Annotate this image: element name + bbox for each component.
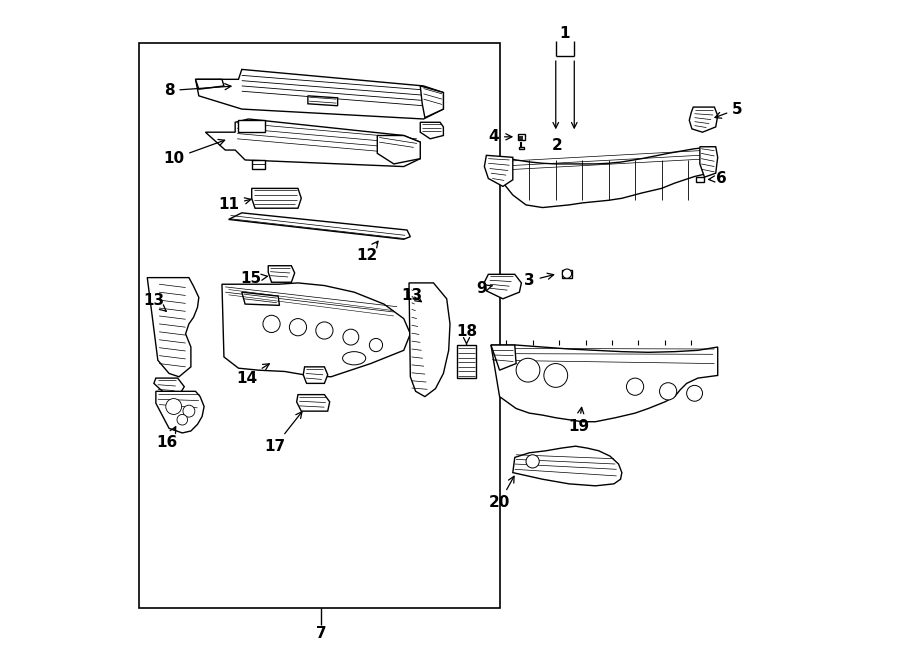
Circle shape [183, 405, 195, 417]
Circle shape [290, 319, 307, 336]
Text: 19: 19 [568, 407, 590, 434]
Text: 16: 16 [157, 427, 177, 450]
Polygon shape [195, 69, 444, 119]
Polygon shape [484, 274, 521, 299]
Polygon shape [456, 345, 476, 378]
Polygon shape [377, 136, 420, 164]
Circle shape [263, 315, 280, 332]
Polygon shape [689, 107, 717, 132]
Circle shape [626, 378, 644, 395]
Bar [140, 43, 500, 608]
Text: 3: 3 [524, 273, 554, 288]
Polygon shape [242, 292, 280, 305]
Polygon shape [252, 160, 265, 169]
Text: 5: 5 [715, 102, 742, 118]
Polygon shape [303, 367, 328, 383]
Polygon shape [696, 177, 704, 182]
Circle shape [687, 385, 703, 401]
Text: 10: 10 [163, 139, 225, 166]
Polygon shape [148, 278, 199, 377]
Text: 12: 12 [356, 241, 378, 263]
Polygon shape [238, 120, 265, 132]
Polygon shape [297, 395, 329, 411]
Polygon shape [513, 446, 622, 486]
Polygon shape [484, 155, 513, 186]
Polygon shape [156, 391, 204, 433]
Polygon shape [229, 213, 410, 239]
Circle shape [526, 455, 539, 468]
Polygon shape [420, 122, 444, 139]
Text: 11: 11 [218, 198, 251, 212]
Circle shape [166, 399, 182, 414]
Circle shape [544, 364, 568, 387]
Text: 4: 4 [489, 130, 512, 144]
Polygon shape [154, 378, 184, 395]
Text: 9: 9 [476, 282, 492, 296]
Polygon shape [518, 147, 524, 149]
Text: 17: 17 [265, 412, 302, 453]
Text: 1: 1 [560, 26, 571, 40]
Text: 18: 18 [456, 325, 477, 345]
Circle shape [516, 358, 540, 382]
Polygon shape [268, 266, 294, 282]
Text: 13: 13 [143, 293, 166, 311]
Text: 6: 6 [708, 171, 726, 186]
Text: 7: 7 [316, 626, 327, 641]
Polygon shape [420, 86, 444, 118]
Polygon shape [491, 345, 717, 422]
Circle shape [177, 414, 187, 425]
Circle shape [660, 383, 677, 400]
Circle shape [562, 269, 572, 278]
Text: 8: 8 [164, 83, 231, 98]
Polygon shape [490, 147, 715, 208]
Polygon shape [205, 119, 420, 167]
Polygon shape [222, 283, 410, 377]
Polygon shape [308, 96, 338, 106]
Text: 14: 14 [236, 364, 269, 385]
Text: 13: 13 [401, 288, 423, 303]
Circle shape [343, 329, 359, 345]
Text: 20: 20 [489, 477, 514, 510]
Text: 2: 2 [552, 138, 562, 153]
Polygon shape [409, 283, 450, 397]
Circle shape [316, 322, 333, 339]
Circle shape [369, 338, 382, 352]
Polygon shape [518, 134, 525, 140]
Ellipse shape [343, 352, 365, 365]
Polygon shape [195, 79, 224, 89]
Text: 15: 15 [239, 272, 267, 286]
Polygon shape [252, 188, 302, 208]
Polygon shape [700, 147, 717, 177]
Polygon shape [491, 345, 516, 370]
Polygon shape [562, 270, 572, 278]
